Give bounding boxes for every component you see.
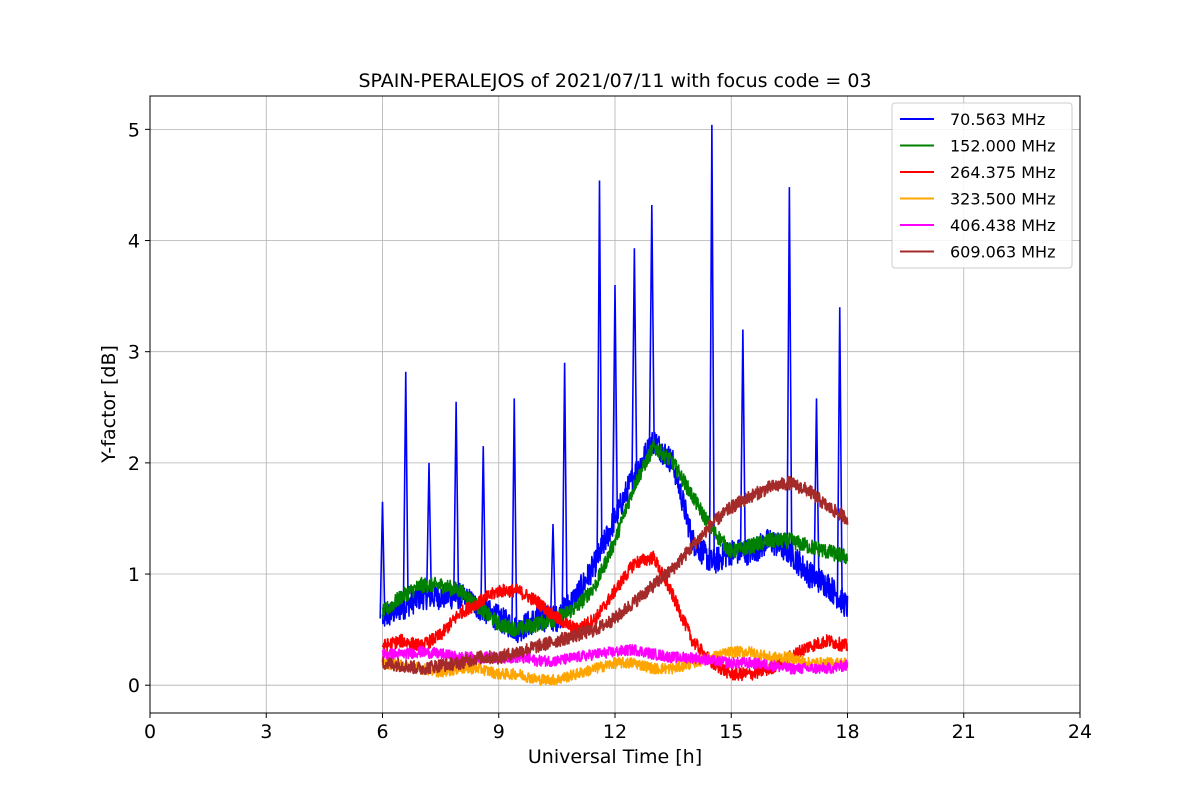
- series-spike: [511, 398, 518, 628]
- x-tick-label: 6: [376, 721, 388, 743]
- series-spike: [425, 462, 433, 597]
- series-line: [381, 475, 849, 676]
- legend-label: 264.375 MHz: [950, 163, 1055, 182]
- y-tick-label: 1: [128, 564, 140, 586]
- series-layer: [379, 124, 849, 687]
- series-spike: [786, 187, 793, 552]
- legend-box: [891, 102, 1073, 269]
- legend-label: 609.063 MHz: [950, 243, 1055, 262]
- series-spike: [561, 362, 568, 610]
- series-spike: [611, 284, 619, 519]
- series-spike: [549, 523, 557, 619]
- series-spike: [708, 124, 716, 563]
- x-tick-label: 21: [952, 721, 976, 743]
- x-tick-label: 12: [603, 721, 627, 743]
- legend-label: 70.563 MHz: [950, 110, 1045, 129]
- series-line: [381, 437, 849, 637]
- series-line: [381, 643, 849, 675]
- x-tick-label: 3: [260, 721, 272, 743]
- series-spike: [453, 401, 460, 597]
- y-tick-label: 3: [128, 342, 140, 364]
- legend-label: 323.500 MHz: [950, 190, 1055, 209]
- y-tick-label: 4: [128, 231, 140, 253]
- chart-title: SPAIN-PERALEJOS of 2021/07/11 with focus…: [358, 70, 871, 92]
- x-tick-label: 15: [719, 721, 743, 743]
- y-tick-label: 5: [128, 119, 140, 141]
- series-spike: [480, 446, 487, 610]
- legend-label: 406.438 MHz: [950, 216, 1055, 235]
- series-spike: [739, 329, 746, 552]
- x-tick-label: 9: [493, 721, 505, 743]
- y-axis-label: Y-factor [dB]: [98, 345, 120, 464]
- series-spike: [379, 501, 386, 619]
- series-spike: [631, 248, 638, 474]
- y-tick-label: 0: [128, 675, 140, 697]
- series-spike: [402, 371, 409, 606]
- x-tick-label: 24: [1068, 721, 1092, 743]
- y-tick-label: 2: [128, 453, 140, 475]
- series-spike: [596, 180, 603, 555]
- x-axis-label: Universal Time [h]: [528, 746, 702, 768]
- series-spike: [836, 307, 843, 599]
- legend: 70.563 MHz 152.000 MHz 264.375 MHz 323.500 …: [891, 102, 1073, 269]
- series-line: [381, 550, 849, 682]
- series-line: [381, 645, 849, 687]
- series-spike: [813, 398, 820, 579]
- series-spike: [648, 204, 655, 444]
- x-tick-label: 18: [835, 721, 859, 743]
- x-tick-label: 0: [144, 721, 156, 743]
- legend-label: 152.000 MHz: [950, 137, 1055, 156]
